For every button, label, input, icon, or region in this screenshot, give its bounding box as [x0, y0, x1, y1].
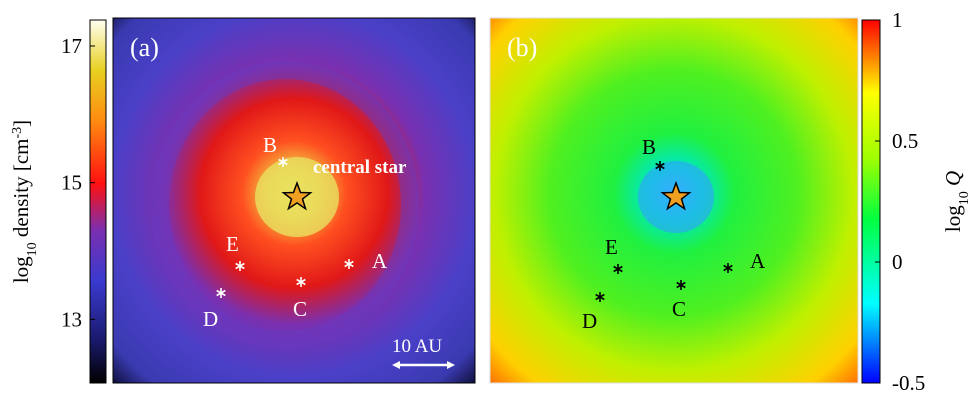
panel-b-image	[490, 18, 858, 383]
scale-bar	[392, 361, 455, 369]
label-part: -3	[10, 127, 25, 139]
point-label: E	[605, 235, 618, 259]
tick-label: 17	[61, 34, 82, 58]
point-marker	[655, 161, 665, 171]
point-marker	[344, 259, 354, 269]
tick-label: 0.5	[892, 129, 918, 153]
point-marker	[676, 280, 686, 290]
colorbar-b	[861, 19, 881, 384]
label-part: log	[9, 256, 33, 283]
panel-label: (a)	[130, 33, 159, 62]
panel-label: (b)	[507, 33, 537, 62]
colorbar-label: log10 Q	[941, 171, 972, 232]
point-marker	[613, 264, 623, 274]
point-marker	[595, 292, 605, 302]
point-marker	[235, 261, 245, 271]
tick-label: 15	[61, 171, 82, 195]
point-label: A	[750, 249, 766, 273]
point-label: D	[203, 307, 218, 331]
panel-a-image	[113, 18, 475, 383]
point-marker	[216, 288, 226, 298]
label-part: log	[941, 205, 965, 232]
annotation: central star	[313, 157, 407, 178]
panel-b-frame	[489, 17, 859, 384]
tick-label: 13	[61, 307, 82, 331]
label-part: 10	[25, 242, 40, 256]
colorbar-a	[89, 19, 107, 384]
star-marker	[660, 180, 692, 211]
point-label: E	[226, 232, 239, 256]
scale-bar-label: 10 AU	[392, 336, 442, 357]
point-label: B	[642, 135, 656, 159]
point-label: D	[582, 309, 597, 333]
label-part: ]	[9, 120, 33, 127]
point-label: C	[293, 297, 307, 321]
point-marker	[723, 263, 733, 273]
label-part: Q	[941, 171, 965, 191]
point-label: A	[372, 249, 388, 273]
point-marker	[278, 157, 288, 167]
label-part: 10	[957, 191, 972, 205]
tick-label: 1	[892, 8, 903, 32]
colorbar-label: log10 density [cm-3]	[9, 120, 40, 283]
point-label: C	[672, 297, 686, 321]
panel-a-frame	[112, 17, 476, 384]
point-label: B	[263, 133, 277, 157]
point-marker	[296, 277, 306, 287]
tick-label: 0	[892, 250, 903, 274]
star-marker	[281, 180, 313, 211]
tick-label: -0.5	[892, 371, 925, 395]
label-part: density [cm	[9, 139, 33, 243]
